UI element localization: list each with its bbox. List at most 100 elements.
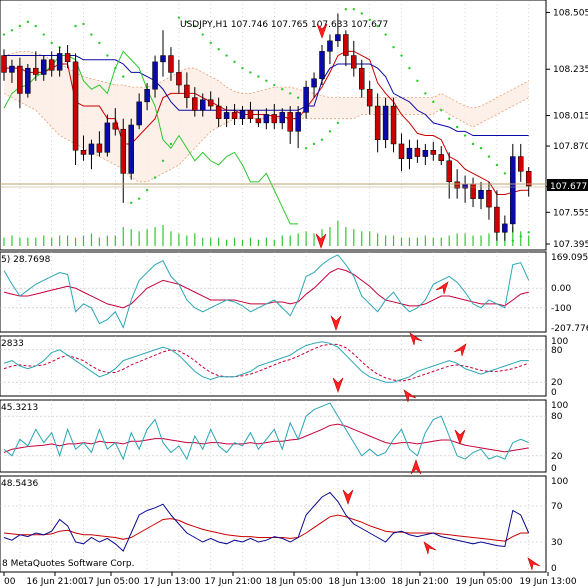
candle <box>207 91 214 111</box>
candle-body <box>48 59 55 71</box>
psar-dot <box>153 176 157 179</box>
arrow-panel4-b <box>423 541 437 555</box>
panel-tick-label: 80 <box>551 346 563 356</box>
candle <box>279 108 285 130</box>
psar-dot <box>511 239 514 242</box>
psar-dot <box>10 29 14 32</box>
candle-body <box>120 128 126 174</box>
time-tick-label: 16 Jun 21:00 <box>26 577 83 587</box>
psar-dot <box>50 41 53 45</box>
candle-body <box>17 65 23 94</box>
psar-dot <box>98 41 101 45</box>
arrow-panel2-a <box>332 377 344 393</box>
price-tick-label: 107.555 <box>553 208 588 218</box>
last-price-tag <box>547 179 588 191</box>
candle-body <box>223 112 230 119</box>
psar-dot <box>416 79 419 83</box>
price-tick-label: 107.395 <box>553 240 588 250</box>
psar-dot <box>368 18 371 21</box>
psar-dot <box>74 24 77 28</box>
price-tick-label: 108.235 <box>553 65 588 75</box>
candle <box>17 57 23 109</box>
candle-body <box>247 110 254 119</box>
candle-body <box>271 114 278 124</box>
candle <box>414 139 421 163</box>
candle-body <box>478 189 484 199</box>
candle <box>112 108 119 136</box>
candle <box>406 139 413 170</box>
psar-dot <box>503 172 507 175</box>
time-tick-label: 19 Jun 13:00 <box>519 577 576 587</box>
psar-dot <box>185 20 189 24</box>
candle-body <box>518 156 524 172</box>
arrow-volume <box>315 233 327 249</box>
panel-tick-label: -100 <box>551 304 572 314</box>
arrow-panel3-b <box>454 429 466 445</box>
candle-body <box>207 99 214 107</box>
candle-body <box>136 101 142 126</box>
candle-body <box>335 34 341 42</box>
psar-dot <box>169 142 173 146</box>
candle <box>152 55 158 98</box>
candle <box>430 141 437 161</box>
panel-label: 5) 28.7698 <box>1 255 51 265</box>
candle-body <box>192 97 198 111</box>
candle-body <box>374 105 381 140</box>
panel-tick-label: 100 <box>551 477 568 487</box>
psar-dot <box>193 24 196 28</box>
candle <box>311 72 317 98</box>
panel-label: 45.3213 <box>1 403 38 413</box>
time-tick-label: 19 Jun 05:00 <box>455 577 512 587</box>
candle-body <box>430 150 437 155</box>
candle-body <box>279 112 285 124</box>
candle <box>184 72 190 109</box>
candle <box>263 108 270 130</box>
candle-body <box>144 88 150 103</box>
psar-dot <box>408 66 411 70</box>
psar-dot <box>376 24 379 28</box>
psar-dot <box>137 197 141 200</box>
psar-dot <box>384 33 387 36</box>
arrow-panel4-a <box>342 489 354 505</box>
panel-main-line <box>3 402 529 461</box>
candle-body <box>112 122 119 130</box>
psar-dot <box>519 235 522 238</box>
candle <box>96 131 103 157</box>
candle <box>64 45 71 69</box>
psar-dot <box>487 155 491 158</box>
candle-body <box>462 183 468 189</box>
candle <box>478 181 484 210</box>
panel-signal-line <box>3 514 529 542</box>
panel-tick-label: 100 <box>551 337 568 347</box>
candle-body <box>422 150 429 157</box>
candle-body <box>343 34 349 56</box>
arrow-panel2-c <box>453 343 467 357</box>
candle <box>48 51 55 77</box>
psar-dot <box>233 60 236 64</box>
psar-dot <box>122 75 125 78</box>
candle <box>120 118 126 203</box>
candle <box>128 118 134 180</box>
time-tick-label: 18 Jun 21:00 <box>391 577 448 587</box>
candle-body <box>319 51 325 79</box>
candle <box>422 143 429 165</box>
candle-body <box>366 88 373 107</box>
candle-body <box>454 181 460 189</box>
psar-dot <box>217 48 220 51</box>
candle <box>231 103 238 125</box>
candle <box>56 47 63 77</box>
cloud-span-a <box>3 50 529 109</box>
candle <box>200 93 206 117</box>
candle <box>366 80 373 115</box>
panel-tick-label: 0 <box>551 388 557 398</box>
psar-dot <box>455 125 459 129</box>
price-panel: USDJPY,H1 107.746 107.765 107.633 107.67… <box>0 0 588 251</box>
candle <box>168 47 174 81</box>
psar-dot <box>344 8 348 11</box>
candle <box>390 97 397 153</box>
candle <box>518 143 524 182</box>
candle <box>215 97 222 128</box>
